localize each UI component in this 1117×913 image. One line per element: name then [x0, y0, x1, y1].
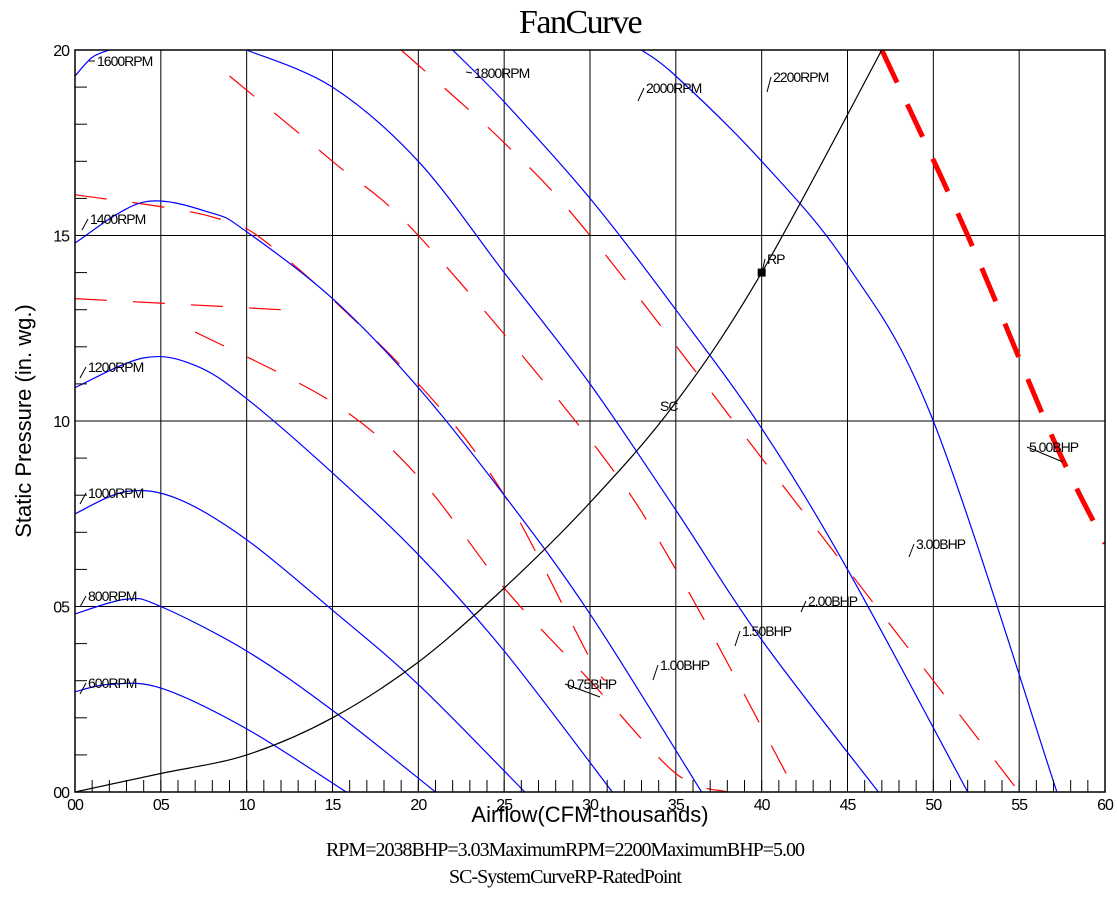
bhp-label-5.00BHP-leader: [1026, 446, 1064, 463]
bhp-label-1.50BHP-leader: [734, 630, 741, 647]
rpm-label-1200RPM: 1200RPM: [88, 359, 144, 375]
bhp-label-5.00BHP: 5.00BHP: [1029, 439, 1079, 455]
bhp-label-3.00BHP-leader: [908, 543, 915, 558]
x-tick-label-11: 55: [1011, 797, 1028, 814]
bhp-label-0.75BHP: 0.75BHP: [567, 676, 617, 692]
rpm-label-1400RPM-leader: [81, 218, 89, 231]
chart-title: FanCurve: [519, 4, 642, 41]
rated-point-label-leader: [761, 258, 766, 273]
bhp-curve-0.75BHP: [75, 298, 282, 311]
rpm-curve-800RPM: [75, 597, 436, 792]
rpm-label-2200RPM: 2200RPM: [773, 69, 829, 85]
rpm-label-2200RPM-leader: [766, 76, 772, 93]
x-tick-label-2: 10: [239, 797, 256, 814]
y-tick-label-2: 10: [53, 414, 70, 431]
rpm-curve-1400RPM: [75, 200, 703, 792]
rpm-curve-1000RPM: [75, 489, 526, 792]
x-tick-label-8: 40: [754, 797, 771, 814]
x-tick-label-4: 20: [410, 797, 427, 814]
rpm-label-2000RPM: 2000RPM: [646, 80, 702, 96]
y-tick-label-1: 05: [53, 600, 70, 617]
rpm-label-2000RPM-leader: [637, 87, 645, 102]
bhp-label-1.00BHP-leader: [652, 664, 659, 681]
x-tick-label-3: 15: [325, 797, 342, 814]
rpm-label-600RPM-leader: [79, 682, 87, 695]
rpm-curve-600RPM: [75, 682, 347, 792]
bhp-label-2.00BHP-leader: [800, 600, 807, 613]
x-axis-title: Airflow(CFM-thousands): [471, 802, 708, 827]
x-tick-label-6: 30: [582, 797, 599, 814]
rpm-label-1000RPM-leader: [79, 492, 87, 505]
bhp-curve-5.00BHP: [879, 50, 1105, 545]
plot-curves: [75, 50, 1105, 792]
footer-line-2: SC-SystemCurveRP-RatedPoint: [449, 866, 682, 888]
rpm-label-1800RPM-leader: [465, 71, 473, 74]
rated-point-marker: [757, 268, 766, 277]
curve-labels: 600RPM 800RPM 1000RPM 1200RPM 1400RPM 1600RPM…: [79, 53, 1080, 698]
x-tick-label-10: 50: [925, 797, 942, 814]
rpm-label-600RPM: 600RPM: [88, 675, 137, 691]
bhp-label-2.00BHP: 2.00BHP: [808, 593, 858, 609]
rpm-label-1400RPM: 1400RPM: [90, 211, 146, 227]
y-axis-title: Static Pressure (in. wg.): [11, 304, 36, 538]
y-tick-label-4: 20: [53, 43, 70, 60]
rpm-label-1200RPM-leader: [79, 366, 87, 379]
rpm-label-800RPM: 800RPM: [88, 588, 137, 604]
x-tick-label-0: 00: [67, 797, 84, 814]
system-curve-label: SC: [660, 398, 678, 414]
x-tick-label-1: 05: [153, 797, 170, 814]
x-tick-label-5: 25: [496, 797, 513, 814]
y-tick-label-0: 00: [53, 785, 70, 802]
rpm-curve-1800RPM: [246, 50, 879, 792]
y-tick-label-3: 15: [53, 229, 70, 246]
rpm-curve-1600RPM: [75, 50, 110, 77]
bhp-label-3.00BHP: 3.00BHP: [916, 536, 966, 552]
rpm-curve-1200RPM: [75, 355, 613, 792]
bhp-label-1.00BHP: 1.00BHP: [660, 657, 710, 673]
x-tick-label-9: 45: [840, 797, 857, 814]
rpm-curve-2200RPM: [641, 50, 1058, 792]
rpm-label-800RPM-leader: [79, 595, 87, 608]
rpm-label-1600RPM: 1600RPM: [97, 53, 153, 69]
rpm-curve-2000RPM: [452, 50, 969, 792]
x-tick-label-12: 60: [1097, 797, 1114, 814]
bhp-label-1.50BHP: 1.50BHP: [742, 623, 792, 639]
axis-ticks: 00 05 10 15 20 25 30 35 40 45 50 55 60 00 05 10 15 20: [53, 43, 1115, 814]
rpm-label-1000RPM: 1000RPM: [88, 485, 144, 501]
rated-point-label: RP: [767, 251, 785, 267]
system-curve: [75, 50, 883, 792]
bhp-curve-2.00BHP: [229, 75, 797, 792]
bhp-label-0.75BHP-leader: [564, 683, 601, 698]
footer-line-1: RPM=2038BHP=3.03MaximumRPM=2200MaximumBH…: [326, 839, 805, 861]
bhp-curve-1.00BHP: [75, 194, 608, 682]
rpm-label-1800RPM: 1800RPM: [474, 65, 530, 81]
bhp-curve-3.00BHP: [400, 50, 1020, 792]
x-tick-label-7: 35: [668, 797, 685, 814]
bhp-curve-1.50BHP: [194, 331, 728, 792]
